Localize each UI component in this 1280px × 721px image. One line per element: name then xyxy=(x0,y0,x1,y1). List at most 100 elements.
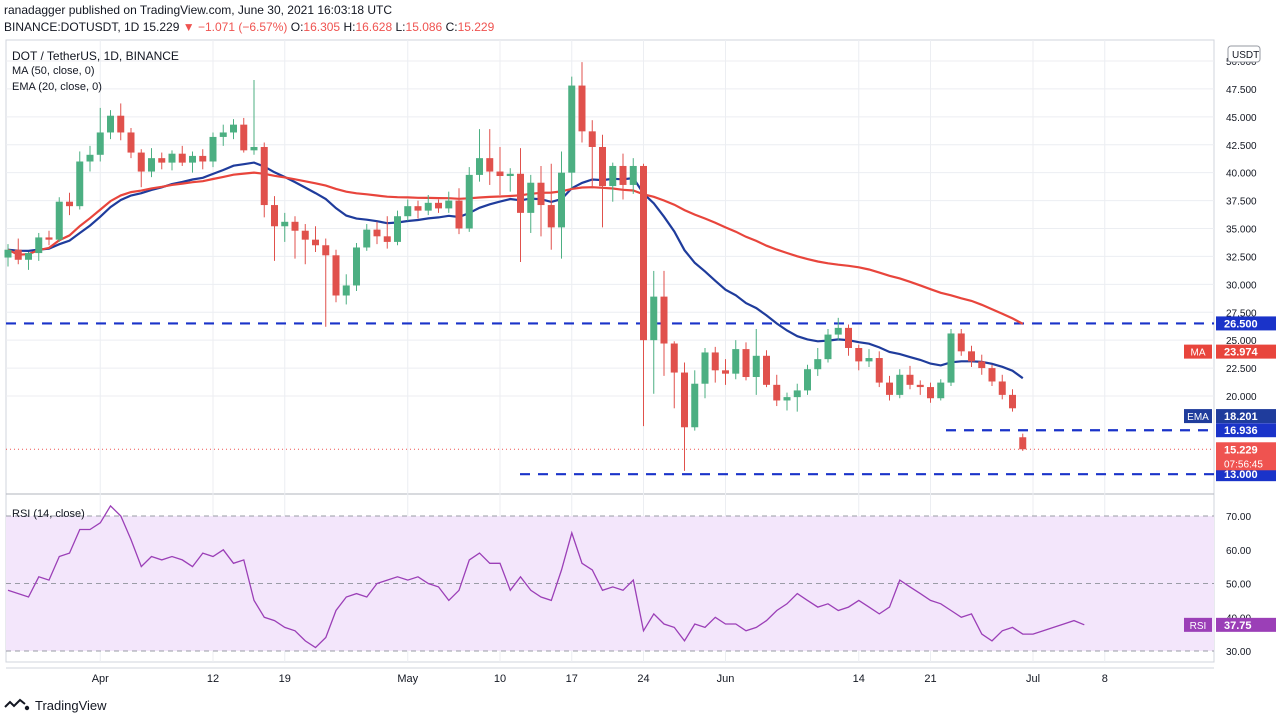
candle-body xyxy=(711,352,719,371)
candle-body xyxy=(199,155,207,162)
last-price-value: 15.229 xyxy=(142,20,180,34)
candle-body xyxy=(363,229,371,248)
candle-body xyxy=(14,249,22,260)
candle-body xyxy=(568,85,576,173)
candle-body xyxy=(988,368,996,382)
candle-body xyxy=(158,158,166,163)
candles xyxy=(4,62,1027,471)
candle-body xyxy=(219,132,227,137)
rsi-tick-label: 30.00 xyxy=(1226,647,1251,658)
ma-line xyxy=(7,171,1024,325)
ma-value-tag-bg xyxy=(1216,344,1276,359)
low-value: 15.086 xyxy=(405,20,443,34)
candle-body xyxy=(896,374,904,395)
candle-body xyxy=(168,153,176,163)
time-tick-label: 10 xyxy=(494,673,506,685)
time-tick-label: 12 xyxy=(207,673,219,685)
unit-badge xyxy=(1227,45,1261,63)
candle-body xyxy=(619,165,627,185)
candle-body xyxy=(968,351,975,362)
price-tick-label: 40.000 xyxy=(1226,169,1257,180)
candle-body xyxy=(691,383,699,428)
candle-body xyxy=(732,349,740,374)
rsi-tick-label: 60.00 xyxy=(1226,546,1251,557)
candle-body xyxy=(773,384,781,401)
candle-body xyxy=(435,202,442,209)
candle-body xyxy=(35,237,43,254)
candle-body xyxy=(517,173,524,213)
symbol-label: BINANCE:DOTUSDT, 1D xyxy=(4,20,140,34)
publisher-line: ranadagger published on TradingView.com,… xyxy=(4,3,393,17)
candle-body xyxy=(4,249,12,258)
candle-body xyxy=(271,205,278,227)
candle-body xyxy=(486,158,494,172)
candle-body xyxy=(947,333,955,383)
time-tick-label: May xyxy=(397,673,418,685)
time-tick-label: 14 xyxy=(853,673,865,685)
candle-body xyxy=(609,165,617,187)
axes: 20.000 22.500 25.000 27.500 30.000 32.500 35.0… xyxy=(92,45,1261,685)
candle-body xyxy=(681,372,688,428)
price-tick-label: 45.000 xyxy=(1226,113,1257,124)
candle-body xyxy=(394,216,401,242)
rsi-side-tag-bg xyxy=(1184,617,1212,632)
level-tag: 13.000 xyxy=(1224,469,1258,481)
candle-body xyxy=(250,146,258,151)
rsi-tick-label: 50.00 xyxy=(1226,580,1251,591)
candle-body xyxy=(906,374,914,385)
candle-body xyxy=(332,255,340,296)
candle-body xyxy=(312,239,319,246)
candle-body xyxy=(291,221,299,231)
candle-body xyxy=(55,201,63,240)
moving-averages xyxy=(7,161,1024,380)
candle-body xyxy=(1019,437,1027,450)
candle-body xyxy=(824,334,832,360)
candle-body xyxy=(96,132,104,155)
candle-body xyxy=(383,236,391,242)
candle-body xyxy=(414,206,422,211)
candle-body xyxy=(701,352,709,384)
ma-legend: MA (50, close, 0) xyxy=(12,65,95,77)
candle-body xyxy=(527,182,535,213)
candle-body xyxy=(1009,394,1016,409)
price-tick-label: 37.500 xyxy=(1226,197,1257,208)
candle-body xyxy=(927,387,934,399)
candle-body xyxy=(937,382,945,399)
ema-value-tag-bg xyxy=(1216,409,1276,424)
chart-frame xyxy=(5,39,1215,663)
open-label: O: xyxy=(290,20,304,34)
candle-body xyxy=(353,247,360,286)
level-tag: 26.500 xyxy=(1224,318,1258,330)
candle-body xyxy=(865,358,873,362)
candle-body xyxy=(148,158,155,172)
candle-body xyxy=(845,327,852,348)
high-value: 16.628 xyxy=(355,20,393,34)
unit-badge-label: USDT xyxy=(1232,50,1259,61)
time-tick-label: Jun xyxy=(717,673,735,685)
candle-body xyxy=(260,146,268,206)
candle-body xyxy=(670,343,678,373)
rsi-legend: RSI (14, close) xyxy=(12,508,85,520)
time-tick-label: 17 xyxy=(566,673,578,685)
ma-side-tag: MA xyxy=(1191,348,1206,359)
last-price-tag: 15.229 xyxy=(1224,444,1258,456)
grid xyxy=(5,39,1215,669)
candle-body xyxy=(537,182,545,206)
time-tick-label: Jul xyxy=(1026,673,1040,685)
price-tick-label: 25.000 xyxy=(1226,336,1257,347)
candle-body xyxy=(189,155,196,163)
level-tag: 16.936 xyxy=(1224,425,1258,437)
rsi-pane xyxy=(6,504,1214,652)
candle-body xyxy=(660,296,668,344)
ema-side-tag: EMA xyxy=(1187,412,1209,423)
price-tags: 26.500 16.936 13.000 23.974 18.201 15.229 07:5… xyxy=(1184,316,1276,632)
ma-value-tag: 23.974 xyxy=(1224,347,1259,359)
ema-legend: EMA (20, close, 0) xyxy=(12,81,102,93)
level-tag-bg xyxy=(1216,316,1276,331)
candle-body xyxy=(301,230,309,240)
publish-header: ranadagger published on TradingView.com,… xyxy=(0,0,1280,38)
candle-body xyxy=(599,146,606,187)
last-price-tag-bg xyxy=(1216,442,1276,471)
candle-body xyxy=(998,381,1006,395)
